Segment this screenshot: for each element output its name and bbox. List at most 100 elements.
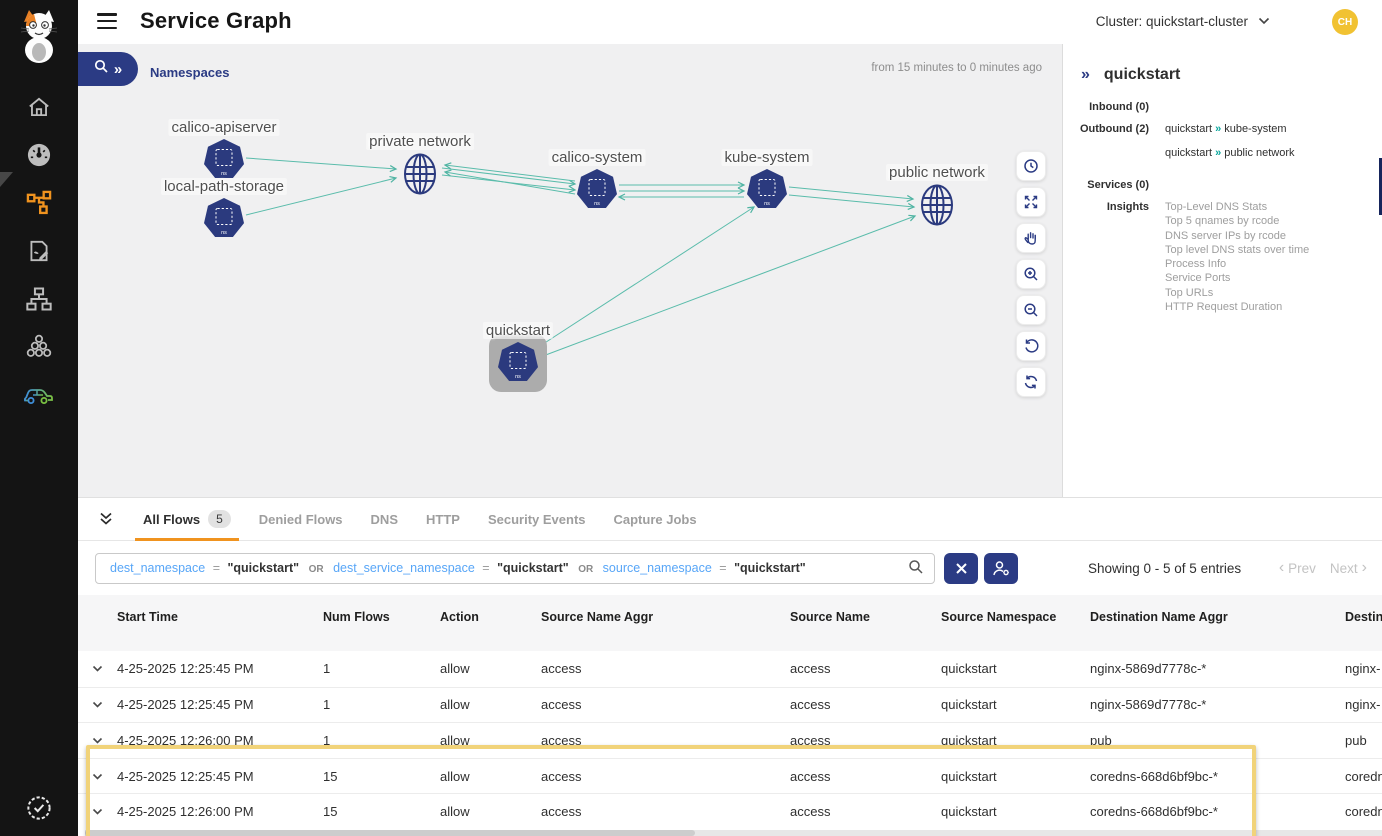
row-expand-chevron-icon[interactable] xyxy=(85,698,117,711)
double-chevron-down-icon[interactable] xyxy=(95,508,117,530)
column-settings-button[interactable] xyxy=(984,552,1018,584)
graph-search-pill[interactable]: » xyxy=(78,52,138,86)
row-expand-chevron-icon[interactable] xyxy=(85,770,117,783)
panel-scrollbar-thumb[interactable] xyxy=(1379,158,1382,215)
expand-chevrons-icon: » xyxy=(113,60,123,78)
zoom-in-button[interactable] xyxy=(1016,259,1046,289)
outbound-list: quickstart» kube-system quickstart» public … xyxy=(1165,122,1295,170)
insight-link[interactable]: HTTP Request Duration xyxy=(1165,301,1283,314)
insight-link[interactable]: Service Ports xyxy=(1165,272,1231,285)
cell-dest_name_aggr: coredns-668d6bf9bc-* xyxy=(1090,768,1218,784)
fit-to-view-button[interactable] xyxy=(1016,187,1046,217)
cluster-label: Cluster: quickstart-cluster xyxy=(1095,13,1248,29)
zoom-in-icon xyxy=(1024,267,1038,281)
panel-collapse-icon[interactable]: » xyxy=(1081,66,1090,83)
graph-node-private-network[interactable] xyxy=(398,152,442,196)
cell-num_flows: 1 xyxy=(323,697,331,713)
flow-table-row[interactable]: 4-25-2025 12:26:00 PM 15 allow access access… xyxy=(78,793,1382,829)
refresh-icon xyxy=(1024,375,1038,389)
sidebar-item-network-hierarchy[interactable] xyxy=(0,275,78,323)
insight-link[interactable]: Top level DNS stats over time xyxy=(1165,243,1310,256)
graph-node-kube-system[interactable]: ns xyxy=(745,168,789,212)
row-expand-chevron-icon[interactable] xyxy=(85,805,117,818)
svg-text:ns: ns xyxy=(515,374,521,380)
filter-query: dest_namespace = "quickstart" OR dest_se… xyxy=(110,561,908,575)
graph-node-quickstart[interactable]: ns xyxy=(496,341,540,385)
cell-start_time: 4-25-2025 12:25:45 PM xyxy=(117,768,254,784)
sidebar-item-policies[interactable] xyxy=(0,227,78,275)
next-button[interactable]: Next › xyxy=(1329,559,1367,576)
tab-capture-jobs[interactable]: Capture Jobs xyxy=(613,511,697,527)
breadcrumb[interactable]: Namespaces xyxy=(150,65,230,80)
outbound-entry: quickstart» kube-system xyxy=(1165,123,1287,135)
sidebar-item-workload-car[interactable] xyxy=(0,371,78,419)
cell-dest_name: pub xyxy=(1345,732,1367,748)
flow-table-row[interactable]: 4-25-2025 12:25:45 PM 1 allow access access q… xyxy=(78,686,1382,723)
page-title: Service Graph xyxy=(140,8,292,33)
insight-link[interactable]: Process Info xyxy=(1165,258,1227,271)
query-token-field: dest_service_namespace xyxy=(333,561,475,575)
column-header[interactable]: Start Time xyxy=(117,610,178,624)
cluster-selector[interactable]: Cluster: quickstart-cluster xyxy=(1096,12,1270,30)
flow-table-row[interactable]: 4-25-2025 12:26:00 PM 1 allow access access q… xyxy=(78,722,1382,758)
service-graph-canvas[interactable]: ns calico-apiserver ns local-path-storage pr… xyxy=(78,44,1062,497)
horizontal-scrollbar-thumb[interactable] xyxy=(85,830,695,836)
cell-action: allow xyxy=(440,768,470,784)
insight-link[interactable]: DNS server IPs by rcode xyxy=(1165,229,1287,242)
query-token-operator: = xyxy=(482,561,490,575)
sidebar xyxy=(0,0,78,836)
cell-source_namespace: quickstart xyxy=(941,768,997,784)
sidebar-item-dashboard[interactable] xyxy=(0,131,78,179)
node-label: private network xyxy=(366,133,474,150)
refresh-button[interactable] xyxy=(1016,367,1046,397)
graph-node-public-network[interactable] xyxy=(915,183,959,227)
clear-filter-button[interactable] xyxy=(944,552,978,584)
flow-table-row[interactable]: 4-25-2025 12:25:45 PM 1 allow access access q… xyxy=(78,651,1382,687)
column-header[interactable]: Source Name xyxy=(790,610,870,624)
user-avatar[interactable]: CH xyxy=(1332,9,1358,35)
outbound-entry: quickstart» public network xyxy=(1165,147,1295,159)
graph-node-calico-system[interactable]: ns xyxy=(575,168,619,212)
tab-http[interactable]: HTTP xyxy=(426,511,460,527)
zoom-out-button[interactable] xyxy=(1016,295,1046,325)
sidebar-item-compliance-badge[interactable] xyxy=(0,784,78,832)
flow-table-row[interactable]: 4-25-2025 12:25:45 PM 15 allow access access… xyxy=(78,757,1382,794)
sidebar-item-service-graph[interactable] xyxy=(0,179,78,227)
flow-filter-input[interactable]: dest_namespace = "quickstart" OR dest_se… xyxy=(95,552,935,584)
insight-link[interactable]: Top-Level DNS Stats xyxy=(1165,201,1268,213)
sidebar-item-components[interactable] xyxy=(0,323,78,371)
cluster-circles-icon xyxy=(25,333,53,361)
node-details-panel: » quickstart Inbound (0) Outbound (2) qu… xyxy=(1062,44,1382,497)
column-header[interactable]: Destination Name Aggr xyxy=(1090,610,1228,624)
column-header[interactable]: Source Namespace xyxy=(941,610,1057,624)
sidebar-item-home[interactable] xyxy=(0,83,78,131)
cell-source_name: access xyxy=(790,661,831,677)
insight-link[interactable]: Top URLs xyxy=(1165,286,1214,299)
time-button[interactable] xyxy=(1016,151,1046,181)
insight-link[interactable]: Top 5 qnames by rcode xyxy=(1165,215,1280,228)
graph-node-local-path-storage[interactable]: ns xyxy=(202,197,246,241)
horizontal-scrollbar xyxy=(85,830,1382,836)
table-body: 4-25-2025 12:25:45 PM 1 allow access access q… xyxy=(78,651,1382,829)
pan-button[interactable] xyxy=(1016,223,1046,253)
column-header[interactable]: Destination Name xyxy=(1345,610,1382,624)
tab-all-flows[interactable]: All Flows 5 xyxy=(129,498,245,541)
column-header[interactable]: Action xyxy=(440,610,479,624)
undo-layout-button[interactable] xyxy=(1016,331,1046,361)
tab-dns[interactable]: DNS xyxy=(370,511,398,527)
column-header[interactable]: Num Flows xyxy=(323,610,390,624)
tab-security-events[interactable]: Security Events xyxy=(487,511,586,527)
row-expand-chevron-icon[interactable] xyxy=(85,662,117,675)
certificate-seal-icon xyxy=(24,793,54,823)
close-icon xyxy=(955,562,967,574)
hamburger-menu-icon[interactable] xyxy=(97,13,117,29)
query-token-value: "quickstart" xyxy=(497,561,569,575)
graph-node-calico-apiserver[interactable]: ns xyxy=(202,138,246,182)
cell-start_time: 4-25-2025 12:25:45 PM xyxy=(117,697,254,713)
column-header[interactable]: Source Name Aggr xyxy=(541,610,654,624)
active-tab-underline xyxy=(135,537,239,541)
prev-button[interactable]: ‹ Prev xyxy=(1278,559,1316,576)
calico-cat-logo xyxy=(17,8,61,69)
row-expand-chevron-icon[interactable] xyxy=(85,734,117,747)
tab-denied-flows[interactable]: Denied Flows xyxy=(258,511,343,527)
